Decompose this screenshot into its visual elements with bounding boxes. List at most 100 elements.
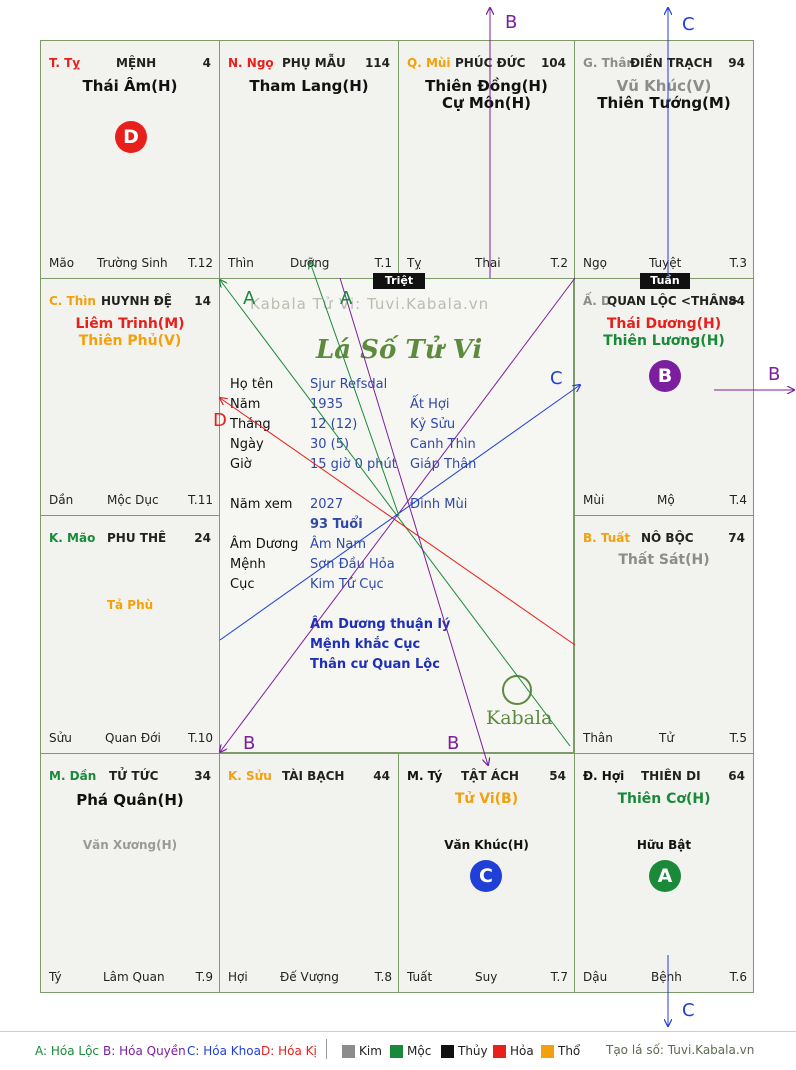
palace-name: TẬT ÁCH: [461, 769, 519, 783]
info-label: Tháng: [230, 417, 271, 432]
palace-bottom-mid: Bệnh: [651, 970, 682, 984]
legend-thuy: Thủy: [458, 1044, 488, 1058]
palace-than-dien-trach[interactable]: G. Thân ĐIỀN TRẠCH 94 Vũ Khúc(V) Thiên T…: [574, 40, 754, 279]
info-label: Ngày: [230, 437, 264, 452]
info-label: Năm xem: [230, 497, 293, 512]
palace-tuat-no-boc[interactable]: B. Tuất NÔ BỘC 74 Thất Sát(H) Thân Tử T.…: [574, 515, 754, 754]
palace-number: 54: [549, 769, 566, 783]
palace-bottom-mid: Đế Vượng: [280, 970, 339, 984]
palace-branch: Ấ. D: [583, 294, 611, 308]
kabala-logo: Kabala: [486, 707, 553, 729]
hoa-loc-line: [220, 280, 571, 747]
legend-kim: Kim: [359, 1044, 382, 1058]
info-label: Năm: [230, 397, 261, 412]
swatch-tho: [541, 1045, 554, 1058]
arrow-label: C: [550, 368, 563, 389]
palace-ngo-phu-mau[interactable]: N. Ngọ PHỤ MẪU 114 Tham Lang(H) Thìn Dưỡ…: [219, 40, 399, 279]
minor-star: Văn Khúc(H): [444, 838, 529, 852]
major-star: Thiên Tướng(M): [597, 94, 731, 112]
palace-name: TỬ TỨC: [109, 769, 159, 783]
legend-tho: Thổ: [558, 1044, 581, 1058]
palace-number: 74: [728, 531, 745, 545]
palace-ty-tat-ach[interactable]: M. Tý TẬT ÁCH 54 Tử Vi(B) Văn Khúc(H) C …: [398, 753, 575, 993]
palace-bottom-right: T.12: [188, 256, 213, 270]
watermark-text: Kabala Tử Vi: Tuvi.Kabala.vn: [250, 295, 490, 313]
palace-dau-quan-loc[interactable]: Ấ. D QUAN LỘC <THÂN> 84 Thái Dương(H) Th…: [574, 278, 754, 516]
arrow-label: A: [340, 288, 353, 309]
palace-dan-tu-tuc[interactable]: M. Dần TỬ TỨC 34 Phá Quân(H) Văn Xương(H…: [40, 753, 220, 993]
palace-number: 114: [364, 56, 390, 70]
palace-name: HUYNH ĐỆ: [101, 294, 172, 308]
info-value: 1935: [310, 397, 344, 412]
legend-moc: Mộc: [407, 1044, 432, 1058]
hoa-loc-marker: A: [649, 860, 681, 892]
palace-number: 94: [728, 56, 745, 70]
minor-star: Tả Phù: [106, 598, 154, 612]
info-value-can-chi: Giáp Thân: [410, 457, 477, 472]
palace-bottom-mid: Mộ: [657, 493, 675, 507]
palace-number: 44: [373, 769, 390, 783]
palace-bottom-left: Thân: [583, 731, 613, 745]
palace-number: 84: [728, 294, 745, 308]
palace-thin-huynh-de[interactable]: C. Thìn HUYNH ĐỆ 14 Liêm Trinh(M) Thiên …: [40, 278, 220, 516]
palace-mui-phuc-duc[interactable]: Q. Mùi PHÚC ĐỨC 104 Thiên Đồng(H) Cự Môn…: [398, 40, 575, 279]
palace-bottom-left: Dậu: [583, 970, 608, 984]
legend-hoa-ki: D: Hóa Kị: [261, 1044, 317, 1058]
palace-mao-phu-the[interactable]: K. Mão PHU THÊ 24 Tả Phù Sửu Quan Đới T.…: [40, 515, 220, 754]
major-star: Thiên Phủ(V): [78, 333, 182, 349]
hoa-khoa-marker: C: [470, 860, 502, 892]
hoa-quyen-marker: B: [649, 360, 681, 392]
arrow-label: C: [682, 14, 695, 35]
info-value-can-chi: Kỷ Sửu: [410, 417, 456, 432]
palace-ty-menh[interactable]: T. Tỵ MỆNH 4 Thái Âm(H) D Mão Trường Sin…: [40, 40, 220, 279]
arrow-label: B: [505, 12, 517, 33]
palace-name: PHỤ MẪU: [282, 56, 346, 70]
minor-star: Hữu Bật: [636, 838, 692, 852]
major-star: Phá Quân(H): [76, 791, 184, 809]
major-star: Cự Môn(H): [441, 94, 532, 112]
major-star: Thái Dương(H): [606, 316, 722, 332]
palace-name: NÔ BỘC: [641, 531, 694, 545]
palace-name: PHU THÊ: [107, 531, 167, 545]
palace-name: THIÊN DI: [641, 769, 701, 783]
info-note: Thân cư Quan Lộc: [310, 657, 440, 672]
info-value-can-chi: Ất Hợi: [410, 397, 450, 412]
major-star: Liêm Trinh(M): [75, 316, 185, 332]
palace-bottom-mid: Mộc Dục: [107, 493, 159, 507]
legend-hoa-quyen: B: Hóa Quyền: [103, 1044, 186, 1058]
hoa-ki-line: [220, 398, 576, 646]
palace-bottom-right: T.8: [374, 970, 392, 984]
palace-bottom-mid: Suy: [475, 970, 498, 984]
info-value-can-chi: Đinh Mùi: [410, 497, 468, 512]
info-value: 15 giờ 0 phút: [310, 457, 397, 472]
palace-branch: M. Tý: [407, 769, 443, 783]
palace-branch: K. Mão: [49, 531, 96, 545]
site-credit[interactable]: Tạo lá số: Tuvi.Kabala.vn: [606, 1043, 755, 1057]
arrow-label: A: [243, 288, 256, 309]
info-value: 12 (12): [310, 417, 358, 432]
palace-number: 24: [194, 531, 211, 545]
palace-suu-tai-bach[interactable]: K. Sửu TÀI BẠCH 44 Hợi Đế Vượng T.8: [219, 753, 399, 993]
palace-bottom-right: T.2: [550, 256, 568, 270]
info-value: 2027: [310, 497, 344, 512]
palace-bottom-mid: Lâm Quan: [103, 970, 165, 984]
palace-branch: N. Ngọ: [228, 56, 274, 70]
legend-hoa: Hỏa: [510, 1044, 534, 1058]
palace-bottom-right: T.11: [188, 493, 213, 507]
palace-branch: Q. Mùi: [407, 56, 451, 70]
palace-bottom-left: Tý: [49, 970, 62, 984]
info-age: 93 Tuổi: [310, 517, 363, 532]
tuan-badge: Tuần: [640, 273, 690, 289]
palace-bottom-right: T.1: [374, 256, 392, 270]
palace-bottom-left: Dần: [49, 493, 74, 507]
palace-hoi-thien-di[interactable]: Đ. Hợi THIÊN DI 64 Thiên Cơ(H) Hữu Bật A…: [574, 753, 754, 993]
info-label: Giờ: [230, 457, 252, 472]
hoa-quyen-line: [339, 277, 488, 765]
palace-name: QUAN LỘC <THÂN>: [607, 294, 739, 308]
palace-bottom-left: Ngọ: [583, 256, 607, 270]
hoa-loc-line: [310, 262, 400, 517]
arrow-label: B: [768, 364, 780, 385]
palace-number: 64: [728, 769, 745, 783]
palace-bottom-right: T.7: [550, 970, 568, 984]
legend-hoa-khoa: C: Hóa Khoa: [187, 1044, 261, 1058]
